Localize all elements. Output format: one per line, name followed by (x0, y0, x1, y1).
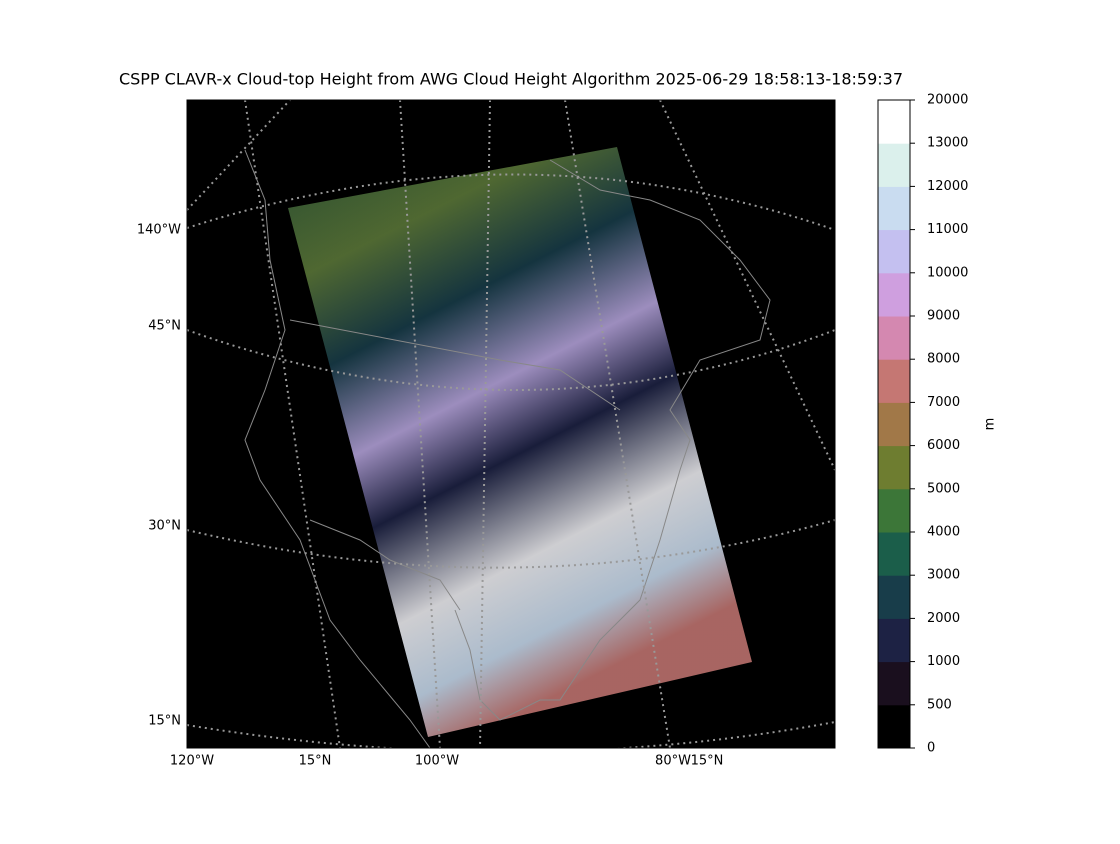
colorbar-band (878, 618, 910, 663)
lat-label: 45°N (148, 319, 181, 334)
colorbar-tick-label: 1000 (927, 654, 960, 669)
colorbar-band (878, 704, 910, 749)
satellite-swath (288, 147, 752, 737)
colorbar-band (878, 186, 910, 231)
colorbar-tick-label: 500 (927, 697, 952, 712)
colorbar-tick-label: 4000 (927, 525, 960, 540)
colorbar-tick-label: 0 (927, 741, 935, 756)
colorbar-band (878, 100, 910, 144)
graticule (187, 100, 835, 748)
colorbar-band (878, 488, 910, 533)
colorbar-tick-label: 5000 (927, 481, 960, 496)
colorbar-tick-label: 6000 (927, 438, 960, 453)
lon-label: 100°W (415, 754, 459, 769)
colorbar-band (878, 229, 910, 274)
map-frame (186, 99, 836, 749)
colorbar-band (878, 402, 910, 447)
lon-label: 15°N (691, 754, 724, 769)
colorbar-band (878, 359, 910, 403)
title: CSPP CLAVR-x Cloud-top Height from AWG C… (119, 70, 903, 89)
colorbar-tick-label: 2000 (927, 611, 960, 626)
colorbar-tick-label: 3000 (927, 568, 960, 583)
colorbar-band (878, 143, 910, 187)
colorbar-tick-label: 12000 (927, 179, 968, 194)
colorbar-tick-label: 20000 (927, 93, 968, 108)
map (187, 100, 835, 748)
lon-label: 120°W (170, 754, 214, 769)
colorbar-band (878, 575, 910, 619)
lat-label: 140°W (137, 223, 181, 238)
colorbar-tick-label: 13000 (927, 136, 968, 151)
colorbar-band (878, 316, 910, 360)
coastlines (244, 149, 771, 748)
colorbar-band (878, 661, 910, 706)
colorbar-frame (877, 99, 911, 749)
lon-label: 15°N (299, 754, 332, 769)
colorbar-tick-label: 10000 (927, 265, 968, 280)
lat-label: 30°N (148, 519, 181, 534)
colorbar-band (878, 272, 910, 317)
lat-label: 15°N (148, 714, 181, 729)
colorbar-label: m (983, 418, 998, 431)
colorbar-band (878, 532, 910, 576)
colorbar-tick-label: 8000 (927, 352, 960, 367)
colorbar-tick-label: 7000 (927, 395, 960, 410)
colorbar-tick-label: 11000 (927, 222, 968, 237)
lon-label: 80°W (655, 754, 691, 769)
colorbar-tick-label: 9000 (927, 309, 960, 324)
colorbar-band (878, 445, 910, 490)
